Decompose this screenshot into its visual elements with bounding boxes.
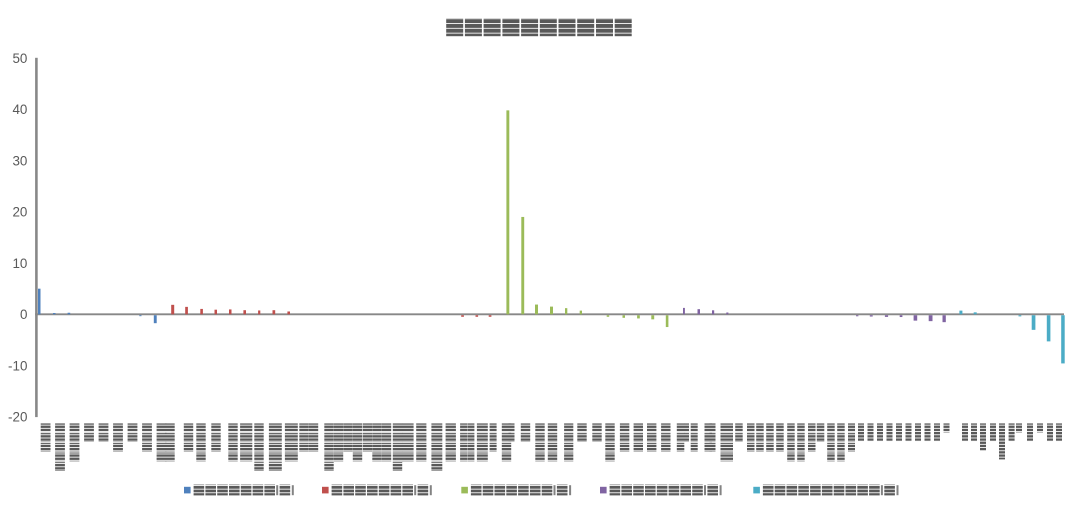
svg-text:30: 30 [12, 154, 27, 169]
svg-text:-20: -20 [8, 410, 27, 425]
svg-text:0: 0 [20, 307, 27, 322]
svg-text:50: 50 [12, 51, 27, 66]
svg-text:40: 40 [12, 102, 27, 117]
svg-text:20: 20 [12, 205, 27, 220]
svg-text:10: 10 [12, 256, 27, 271]
svg-text:-10: -10 [8, 358, 27, 373]
